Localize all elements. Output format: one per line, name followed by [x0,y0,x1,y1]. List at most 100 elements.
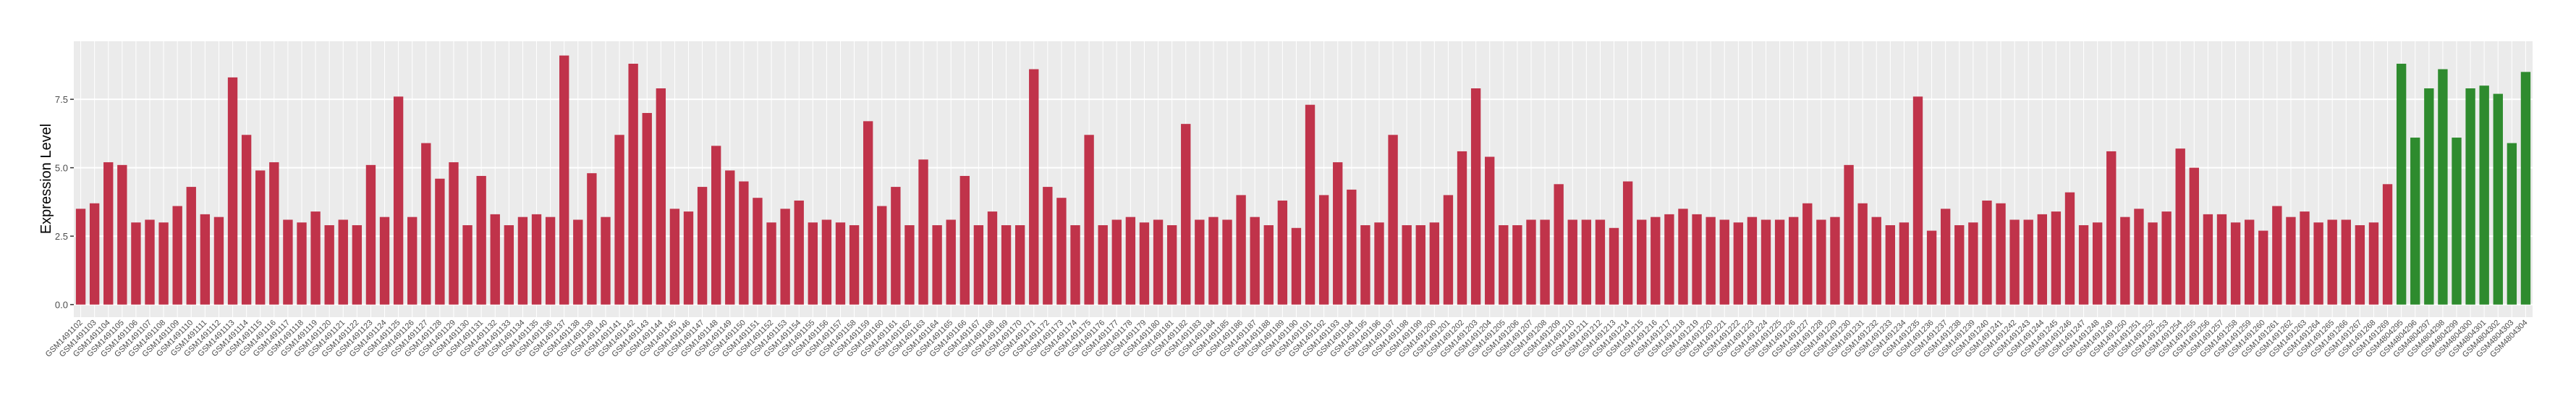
bar [2189,167,2199,305]
bar [269,162,279,305]
bar [504,225,514,305]
bar [1982,200,1992,305]
bar [946,219,956,305]
y-tick-label: 7.5 [55,94,68,105]
bar [1222,219,1232,305]
bar [1043,187,1053,305]
bar [821,219,832,305]
bar [241,135,252,305]
bar [835,222,846,305]
bar [2465,88,2475,305]
bar [449,162,459,305]
bar [973,225,984,305]
bar [2175,148,2185,305]
bar [2161,211,2172,305]
bar [145,219,155,305]
bar [2134,209,2144,305]
bar [1263,225,1274,305]
bar [1761,219,1771,305]
bar [1029,69,1039,305]
bar [227,77,238,305]
bar [932,225,942,305]
bar [2520,72,2531,305]
bar [545,217,556,305]
bar [1153,219,1164,305]
bar [213,217,224,305]
bar [891,187,901,305]
bar [1857,203,1868,305]
bar [1512,225,1522,305]
bar [1622,181,1633,305]
bar [2410,138,2420,305]
bar [1318,195,1329,305]
bar [2078,225,2089,305]
bar [1692,214,1702,305]
bar [2507,143,2517,305]
bar [753,198,763,305]
bar [1111,219,1122,305]
bar [628,63,638,305]
bar [435,178,445,305]
bar [172,206,182,305]
bar [1208,217,1219,305]
bar [2216,214,2227,305]
bar [1360,225,1370,305]
bar [2396,63,2407,305]
bar [1816,219,1826,305]
bar [614,135,624,305]
bar [1195,219,1205,305]
bar [683,211,694,305]
bar [1940,209,1951,305]
bar [2424,88,2434,305]
bar [1968,222,1978,305]
bar [393,96,404,305]
bar [1996,203,2006,305]
bar [283,219,293,305]
bar [601,217,611,305]
bar [2327,219,2337,305]
bar [2148,222,2158,305]
labels: 0.02.55.07.5GSM1491102GSM1491103GSM14911… [44,94,2530,359]
bar [531,214,542,305]
bar [1070,225,1080,305]
bar [2272,206,2282,305]
bar [2120,217,2130,305]
y-axis-title: Expression Level [38,124,54,234]
bar [1084,135,1094,305]
bar [877,206,887,305]
bar [2244,219,2255,305]
bar [959,175,970,305]
bar [1098,225,1108,305]
bar [863,121,873,305]
bar [103,162,114,305]
bar [849,225,860,305]
bar [1236,195,1246,305]
bar [1747,217,1758,305]
bar [1637,219,1647,305]
bar [255,170,266,305]
bar [2452,138,2462,305]
bar [1499,225,1509,305]
bar [1333,162,1343,305]
bar [642,113,652,305]
bar [1374,222,1384,305]
bar [1954,225,1965,305]
bar [2300,211,2310,305]
bar [2479,85,2489,305]
bar [1429,222,1440,305]
bar [1554,184,1564,305]
bar [1885,225,1896,305]
bar [1844,164,1854,305]
bar [1540,219,1550,305]
bar [1014,225,1025,305]
bar [2230,222,2241,305]
bar [476,175,486,305]
bar [2313,222,2323,305]
bar [1388,135,1398,305]
bar [1581,219,1592,305]
bar [1802,203,1813,305]
bar [1871,217,1881,305]
bar [117,164,127,305]
bar [407,217,418,305]
bar [1664,214,1674,305]
